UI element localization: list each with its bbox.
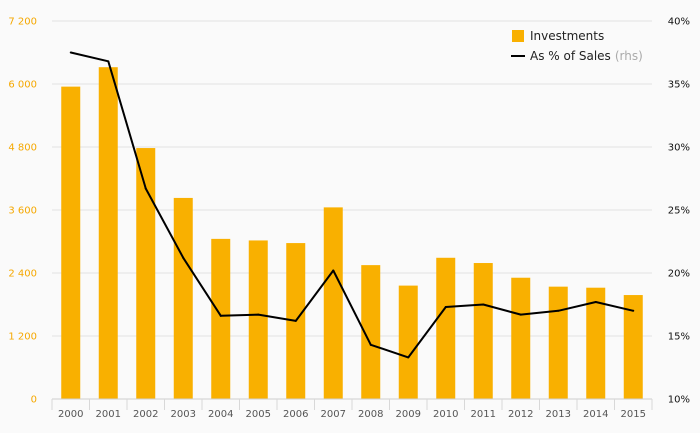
legend: Investments As % of Sales (rhs) xyxy=(511,29,643,63)
sales-percent-point xyxy=(632,309,635,312)
investments-bars xyxy=(61,67,643,399)
sales-percent-point xyxy=(482,303,485,306)
right-tick-label: 10% xyxy=(668,395,690,406)
left-tick-label: 4 800 xyxy=(8,143,37,154)
investment-bar xyxy=(473,263,493,399)
investment-bar xyxy=(248,240,268,399)
x-tick-label: 2013 xyxy=(546,409,571,420)
right-tick-label: 25% xyxy=(668,206,690,217)
x-tick-label: 2012 xyxy=(508,409,533,420)
right-tick-label: 35% xyxy=(668,80,690,91)
x-tick-label: 2009 xyxy=(396,409,421,420)
investment-bar xyxy=(586,287,606,399)
x-tick-label: 2002 xyxy=(133,409,158,420)
investment-bar xyxy=(136,148,156,399)
x-tick-label: 2015 xyxy=(621,409,646,420)
sales-percent-point xyxy=(407,356,410,359)
right-axis-ticks: 10% 15% 20% 25% 30% 35% 40% xyxy=(668,17,690,406)
sales-percent-point xyxy=(294,319,297,322)
investment-bar xyxy=(623,295,643,399)
investment-bar xyxy=(548,286,568,399)
x-tick-label: 2004 xyxy=(208,409,233,420)
x-tick-label: 2000 xyxy=(58,409,83,420)
left-tick-label: 2 400 xyxy=(8,269,37,280)
sales-percent-point xyxy=(69,51,72,54)
x-tick-label: 2006 xyxy=(283,409,308,420)
legend-investments-swatch xyxy=(512,30,524,42)
sales-percent-point xyxy=(182,256,185,259)
investment-bar xyxy=(361,265,381,399)
x-tick-label: 2008 xyxy=(358,409,383,420)
investment-bar xyxy=(173,197,193,399)
x-tick-label: 2007 xyxy=(321,409,346,420)
sales-percent-point xyxy=(257,313,260,316)
sales-percent-polyline xyxy=(70,51,634,359)
x-tick-label: 2001 xyxy=(96,409,121,420)
sales-percent-point xyxy=(369,343,372,346)
investment-bar xyxy=(323,207,343,399)
sales-percent-point xyxy=(107,60,110,63)
right-tick-label: 30% xyxy=(668,143,690,154)
legend-sales-percent-label: As % of Sales (rhs) xyxy=(530,49,643,63)
sales-percent-point xyxy=(444,306,447,309)
x-tick-label: 2011 xyxy=(471,409,496,420)
investment-bar xyxy=(98,67,118,399)
x-tick-label: 2005 xyxy=(246,409,271,420)
left-tick-label: 1 200 xyxy=(8,332,37,343)
investment-bar xyxy=(398,285,418,399)
left-tick-label: 0 xyxy=(31,395,37,406)
investment-bar xyxy=(511,277,531,399)
sales-percent-point xyxy=(557,309,560,312)
investment-bar xyxy=(436,257,456,399)
x-tick-label: 2014 xyxy=(583,409,608,420)
right-tick-label: 40% xyxy=(668,17,690,28)
investment-bar xyxy=(61,86,81,399)
sales-percent-line xyxy=(69,51,635,359)
legend-investments-label: Investments xyxy=(530,29,604,43)
sales-percent-point xyxy=(144,187,147,190)
left-axis-ticks: 0 1 200 2 400 3 600 4 800 6 000 7 200 xyxy=(8,17,37,406)
sales-percent-point xyxy=(219,314,222,317)
sales-percent-point xyxy=(594,300,597,303)
left-tick-label: 7 200 xyxy=(8,17,37,28)
right-tick-label: 15% xyxy=(668,332,690,343)
x-tick-label: 2003 xyxy=(171,409,196,420)
x-axis-ticks: 2000 2001 2002 2003 2004 2005 2006 2007 2008 2009… xyxy=(51,398,653,420)
sales-percent-point xyxy=(519,313,522,316)
left-tick-label: 3 600 xyxy=(8,206,37,217)
x-tick-label: 2010 xyxy=(433,409,458,420)
sales-percent-point xyxy=(332,269,335,272)
left-tick-label: 6 000 xyxy=(8,80,37,91)
investment-bar xyxy=(211,238,231,399)
right-tick-label: 20% xyxy=(668,269,690,280)
